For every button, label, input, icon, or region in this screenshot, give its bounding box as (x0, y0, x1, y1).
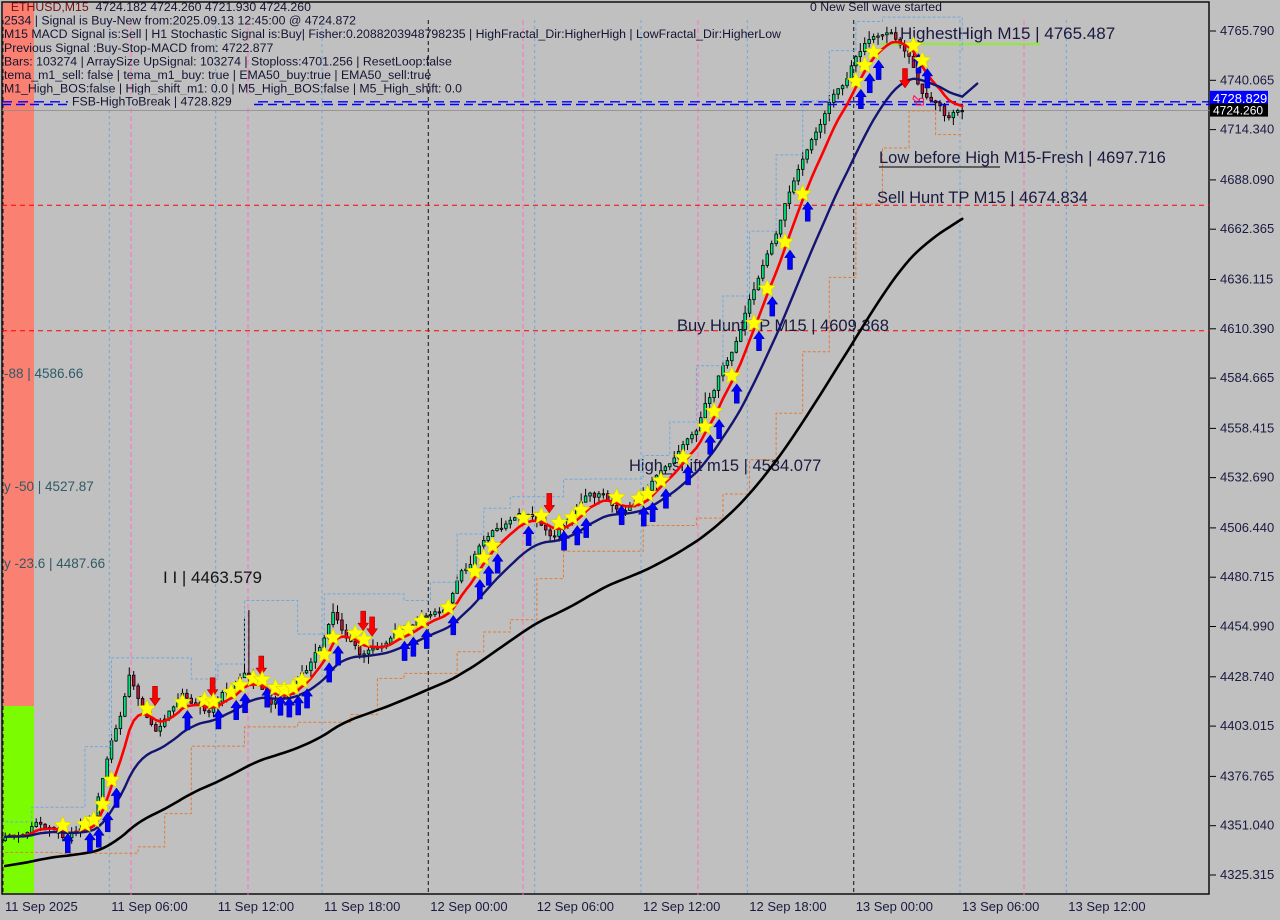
svg-text:12 Sep 12:00: 12 Sep 12:00 (643, 899, 720, 914)
svg-text:4740.065: 4740.065 (1220, 72, 1274, 87)
svg-text:4403.015: 4403.015 (1220, 718, 1274, 733)
svg-text:4636.115: 4636.115 (1220, 272, 1273, 287)
svg-text:Sell Hunt TP M15 | 4674.834: Sell Hunt TP M15 | 4674.834 (877, 189, 1088, 207)
svg-text:12 Sep 06:00: 12 Sep 06:00 (537, 899, 614, 914)
svg-text:0 New Sell wave started: 0 New Sell wave started (810, 0, 942, 14)
svg-text:2534 | Signal is Buy-New from:: 2534 | Signal is Buy-New from:2025.09.13… (4, 14, 356, 28)
svg-text:y -23.6 | 4487.66: y -23.6 | 4487.66 (4, 556, 105, 571)
svg-text:4724.260: 4724.260 (1213, 104, 1263, 118)
svg-text:High_shift m15 | 4534.077: High_shift m15 | 4534.077 (629, 457, 821, 475)
svg-text:M15 MACD Signal is:Sell | H1 S: M15 MACD Signal is:Sell | H1 Stochastic … (4, 27, 781, 41)
svg-text:ETHUSD,M15: ETHUSD,M15 (4, 0, 96, 14)
svg-text:4662.365: 4662.365 (1220, 221, 1274, 236)
svg-text:4724.182 4724.260 4721.930 472: 4724.182 4724.260 4721.930 4724.260 (89, 0, 311, 14)
svg-text:13 Sep 00:00: 13 Sep 00:00 (856, 899, 933, 914)
svg-text:y -50 | 4527.87: y -50 | 4527.87 (4, 479, 94, 494)
svg-text:FSB-HighToBreak | 4728.829: FSB-HighToBreak | 4728.829 (72, 95, 232, 109)
svg-text:13 Sep 06:00: 13 Sep 06:00 (962, 899, 1039, 914)
svg-text:4506.440: 4506.440 (1220, 520, 1274, 535)
svg-text:11 Sep 06:00: 11 Sep 06:00 (111, 899, 187, 914)
svg-text:4428.740: 4428.740 (1220, 669, 1274, 684)
svg-text:4325.315: 4325.315 (1220, 867, 1274, 882)
svg-text:HighestHigh M15 | 4765.487: HighestHigh M15 | 4765.487 (900, 24, 1115, 43)
svg-text:12 Sep 18:00: 12 Sep 18:00 (749, 899, 826, 914)
svg-text:4454.990: 4454.990 (1220, 619, 1274, 634)
svg-text:tema_m1_sell: false | tema_m1_: tema_m1_sell: false | tema_m1_buy: true … (4, 68, 431, 82)
svg-text:Previous Signal :Buy-Stop-MACD: Previous Signal :Buy-Stop-MACD from: 472… (4, 41, 273, 55)
svg-text:4688.090: 4688.090 (1220, 172, 1274, 187)
svg-text:Bars: 103274 | ArraySize UpSig: Bars: 103274 | ArraySize UpSignal: 10327… (4, 54, 452, 68)
svg-text:4480.715: 4480.715 (1220, 569, 1274, 584)
svg-text:4610.390: 4610.390 (1220, 321, 1274, 336)
svg-text:4584.665: 4584.665 (1220, 370, 1274, 385)
svg-text:4765.790: 4765.790 (1220, 23, 1274, 38)
svg-text:4351.040: 4351.040 (1220, 818, 1274, 833)
svg-text:M1_High_BOS:false | High_shift: M1_High_BOS:false | High_shift_m1: 0.0 |… (4, 82, 462, 96)
svg-text:4532.690: 4532.690 (1220, 470, 1274, 485)
svg-text:-88 | 4586.66: -88 | 4586.66 (4, 366, 83, 381)
svg-text:11 Sep 18:00: 11 Sep 18:00 (324, 899, 400, 914)
svg-text:11 Sep 2025: 11 Sep 2025 (5, 899, 78, 914)
svg-text:13 Sep 12:00: 13 Sep 12:00 (1068, 899, 1145, 914)
svg-text:11 Sep 12:00: 11 Sep 12:00 (218, 899, 294, 914)
svg-text:Low before High M15-Fresh |: Low before High M15-Fresh | 4697.716 (879, 149, 1166, 167)
svg-text:4714.340: 4714.340 (1220, 122, 1274, 137)
svg-text:12 Sep 00:00: 12 Sep 00:00 (430, 899, 507, 914)
svg-text:4558.415: 4558.415 (1220, 420, 1274, 435)
svg-text:4376.765: 4376.765 (1220, 768, 1274, 783)
svg-text:I I | 4463.579: I I | 4463.579 (163, 568, 262, 587)
